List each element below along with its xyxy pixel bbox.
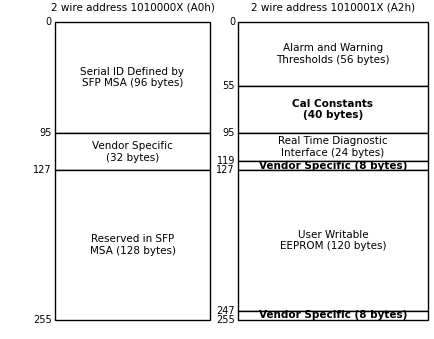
Text: Vendor Specific
(32 bytes): Vendor Specific (32 bytes) (92, 141, 173, 162)
Text: Vendor Specific (8 bytes): Vendor Specific (8 bytes) (259, 161, 407, 171)
Bar (238, 86, 428, 133)
Text: 127: 127 (217, 165, 235, 175)
Text: 255: 255 (216, 315, 235, 325)
Text: 95: 95 (39, 128, 52, 138)
Text: 255: 255 (33, 315, 52, 325)
Text: 0: 0 (229, 17, 235, 27)
Text: Reserved in SFP
MSA (128 bytes): Reserved in SFP MSA (128 bytes) (89, 234, 175, 256)
Text: 95: 95 (223, 128, 235, 138)
Bar (238, 171, 428, 311)
Bar (55, 22, 210, 133)
Text: Real Time Diagnostic
Interface (24 bytes): Real Time Diagnostic Interface (24 bytes… (278, 136, 388, 158)
Bar (55, 171, 210, 320)
Text: Cal Constants
(40 bytes): Cal Constants (40 bytes) (293, 99, 374, 120)
Text: 2 wire address 1010001X (A2h): 2 wire address 1010001X (A2h) (251, 3, 415, 13)
Text: 0: 0 (46, 17, 52, 27)
Bar (238, 133, 428, 161)
Bar (238, 22, 428, 86)
Text: Alarm and Warning
Thresholds (56 bytes): Alarm and Warning Thresholds (56 bytes) (276, 43, 390, 65)
Text: 127: 127 (33, 165, 52, 175)
Text: Serial ID Defined by
SFP MSA (96 bytes): Serial ID Defined by SFP MSA (96 bytes) (80, 67, 184, 88)
Bar (55, 133, 210, 171)
Text: 247: 247 (217, 306, 235, 316)
Text: Vendor Specific (8 bytes): Vendor Specific (8 bytes) (259, 310, 407, 320)
Text: 2 wire address 1010000X (A0h): 2 wire address 1010000X (A0h) (51, 3, 214, 13)
Text: User Writable
EEPROM (120 bytes): User Writable EEPROM (120 bytes) (280, 230, 386, 251)
Bar (238, 161, 428, 171)
Bar (238, 311, 428, 320)
Text: 119: 119 (217, 156, 235, 166)
Text: 55: 55 (223, 81, 235, 91)
